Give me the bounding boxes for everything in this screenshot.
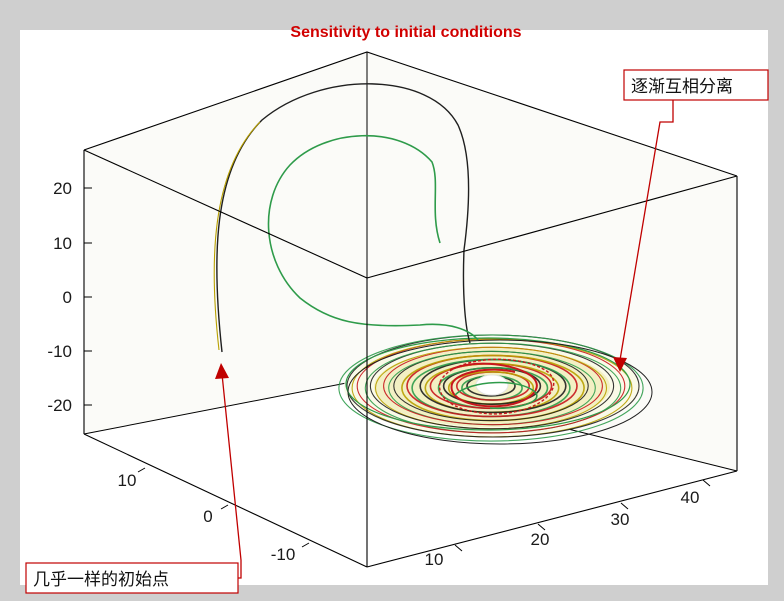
- arrow-head-top: [613, 357, 627, 372]
- trajectory-red-core: [449, 362, 538, 408]
- arrow-head-bottom: [215, 363, 229, 379]
- annotation-leader-top: [619, 100, 674, 361]
- spiral-outer-ring: [347, 339, 653, 445]
- x-tick-label: 40: [681, 488, 700, 507]
- trajectories: [213, 83, 653, 445]
- y-tick-mark: [220, 504, 229, 510]
- spiral-ring: [338, 334, 644, 442]
- trajectory-inner-loop: [267, 134, 479, 341]
- trajectory-outer-loop: [216, 83, 471, 353]
- axis-ticks: 20 10 0 -10 -20 10 20 30 40 10 0 -10: [47, 179, 711, 569]
- spiral-outer-ring: [345, 337, 631, 431]
- y-tick-mark: [301, 542, 310, 548]
- annotation-separation: 逐渐互相分离: [613, 69, 769, 372]
- y-tick-label: 0: [203, 507, 212, 526]
- x-tick-label: 10: [425, 550, 444, 569]
- annotation-leader-bottom: [221, 373, 242, 579]
- z-tick-label: -10: [47, 342, 72, 361]
- trajectory-green-core: [454, 381, 538, 410]
- annotation-text-bottom: 几乎一样的初始点: [33, 570, 169, 590]
- y-tick-label: 10: [118, 471, 137, 490]
- x-tick-mark: [537, 523, 546, 531]
- z-tick-label: 20: [53, 179, 72, 198]
- y-tick-label: -10: [271, 545, 296, 564]
- x-tick-mark: [702, 479, 711, 487]
- annotation-box-top: [623, 69, 769, 101]
- annotation-initial-points: 几乎一样的初始点: [25, 363, 242, 594]
- trajectory-outer-companion: [213, 121, 261, 351]
- x-tick-mark: [620, 502, 629, 510]
- z-tick-label: 10: [53, 234, 72, 253]
- chart-title: Sensitivity to initial conditions: [290, 24, 521, 41]
- x-tick-mark: [454, 544, 463, 552]
- annotation-text-top: 逐渐互相分离: [631, 77, 733, 97]
- box-front-edges: [83, 51, 738, 568]
- trajectory-red-core: [438, 358, 555, 415]
- x-tick-label: 30: [611, 510, 630, 529]
- x-tick-label: 20: [531, 530, 550, 549]
- z-tick-label: 0: [63, 288, 72, 307]
- spiral-center: [475, 374, 509, 396]
- y-tick-mark: [137, 467, 146, 473]
- z-tick-label: -20: [47, 396, 72, 415]
